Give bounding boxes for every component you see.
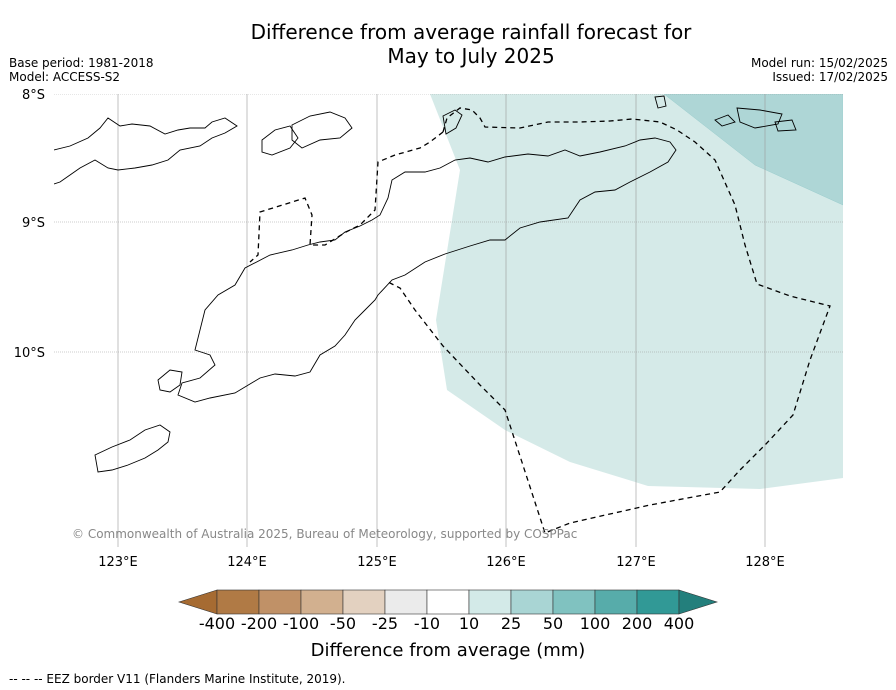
colorbar-segment: [342, 589, 386, 615]
map-area: [54, 94, 843, 547]
colorbar-segment: [594, 589, 638, 615]
lon-label-123e: 123°E: [98, 555, 138, 570]
title-line-2: May to July 2025: [387, 44, 555, 68]
colorbar: [178, 589, 718, 615]
lon-label-124e: 124°E: [227, 555, 267, 570]
issued-date: Issued: 17/02/2025: [772, 70, 888, 84]
lat-label-10s: 10°S: [14, 346, 45, 361]
map-title: Difference from average rainfall forecas…: [0, 20, 896, 68]
flores-island: [54, 117, 238, 185]
colorbar-extend-high: [678, 589, 718, 615]
colorbar-extend-low: [178, 589, 218, 615]
babar-islands: [714, 107, 797, 132]
colorbar-tick-label: 200: [621, 614, 653, 633]
base-period: Base period: 1981-2018: [9, 56, 154, 70]
colorbar-tick-label: 100: [579, 614, 611, 633]
colorbar-tick-label: -50: [329, 614, 357, 633]
colorbar-tick-label: -100: [282, 614, 320, 633]
colorbar-tick-label: 10: [458, 614, 480, 633]
alor-island: [261, 125, 299, 156]
colorbar-tick-label: -25: [371, 614, 399, 633]
colorbar-segment: [426, 589, 470, 615]
model-run: Model run: 15/02/2025: [750, 56, 888, 70]
lat-label-8s: 8°S: [22, 88, 45, 103]
colorbar-segment: [300, 589, 344, 615]
base-info: Base period: 1981-2018 Model: ACCESS-S2: [9, 56, 154, 84]
colorbar-segment: [510, 589, 554, 615]
lon-label-125e: 125°E: [357, 555, 397, 570]
colorbar-tick-label: -400: [198, 614, 236, 633]
colorbar-segment: [258, 589, 302, 615]
colorbar-segment: [468, 589, 512, 615]
lon-label-128e: 128°E: [745, 555, 785, 570]
eez-border: [249, 107, 831, 534]
small-islet: [442, 109, 463, 135]
colorbar-tick-label: 50: [542, 614, 564, 633]
colorbar-tick-label: -200: [240, 614, 278, 633]
sumba-island: [94, 424, 171, 473]
forecast-region-light: [430, 94, 843, 489]
timor-island: [177, 137, 677, 403]
lon-label-127e: 127°E: [616, 555, 656, 570]
colorbar-title: Difference from average (mm): [310, 640, 586, 661]
coastlines: [54, 95, 797, 473]
lat-label-9s: 9°S: [22, 216, 45, 231]
copyright-note: © Commonwealth of Australia 2025, Bureau…: [72, 527, 577, 541]
model-name: Model: ACCESS-S2: [9, 70, 121, 84]
colorbar-tick-label: 25: [500, 614, 522, 633]
lon-label-126e: 126°E: [486, 555, 526, 570]
forecast-region-dark: [663, 94, 843, 206]
title-line-1: Difference from average rainfall forecas…: [250, 20, 692, 44]
colorbar-segment: [384, 589, 428, 615]
colorbar-segment: [636, 589, 680, 615]
run-info: Model run: 15/02/2025 Issued: 17/02/2025: [751, 56, 888, 84]
savu-island: [157, 369, 183, 393]
wetar-island: [291, 111, 353, 149]
kisar-island: [654, 95, 667, 109]
eez-legend-note: -- -- -- EEZ border V11 (Flanders Marine…: [9, 672, 346, 686]
colorbar-tick-label: 400: [663, 614, 695, 633]
colorbar-segment: [216, 589, 260, 615]
colorbar-segment: [552, 589, 596, 615]
colorbar-tick-label: -10: [413, 614, 441, 633]
